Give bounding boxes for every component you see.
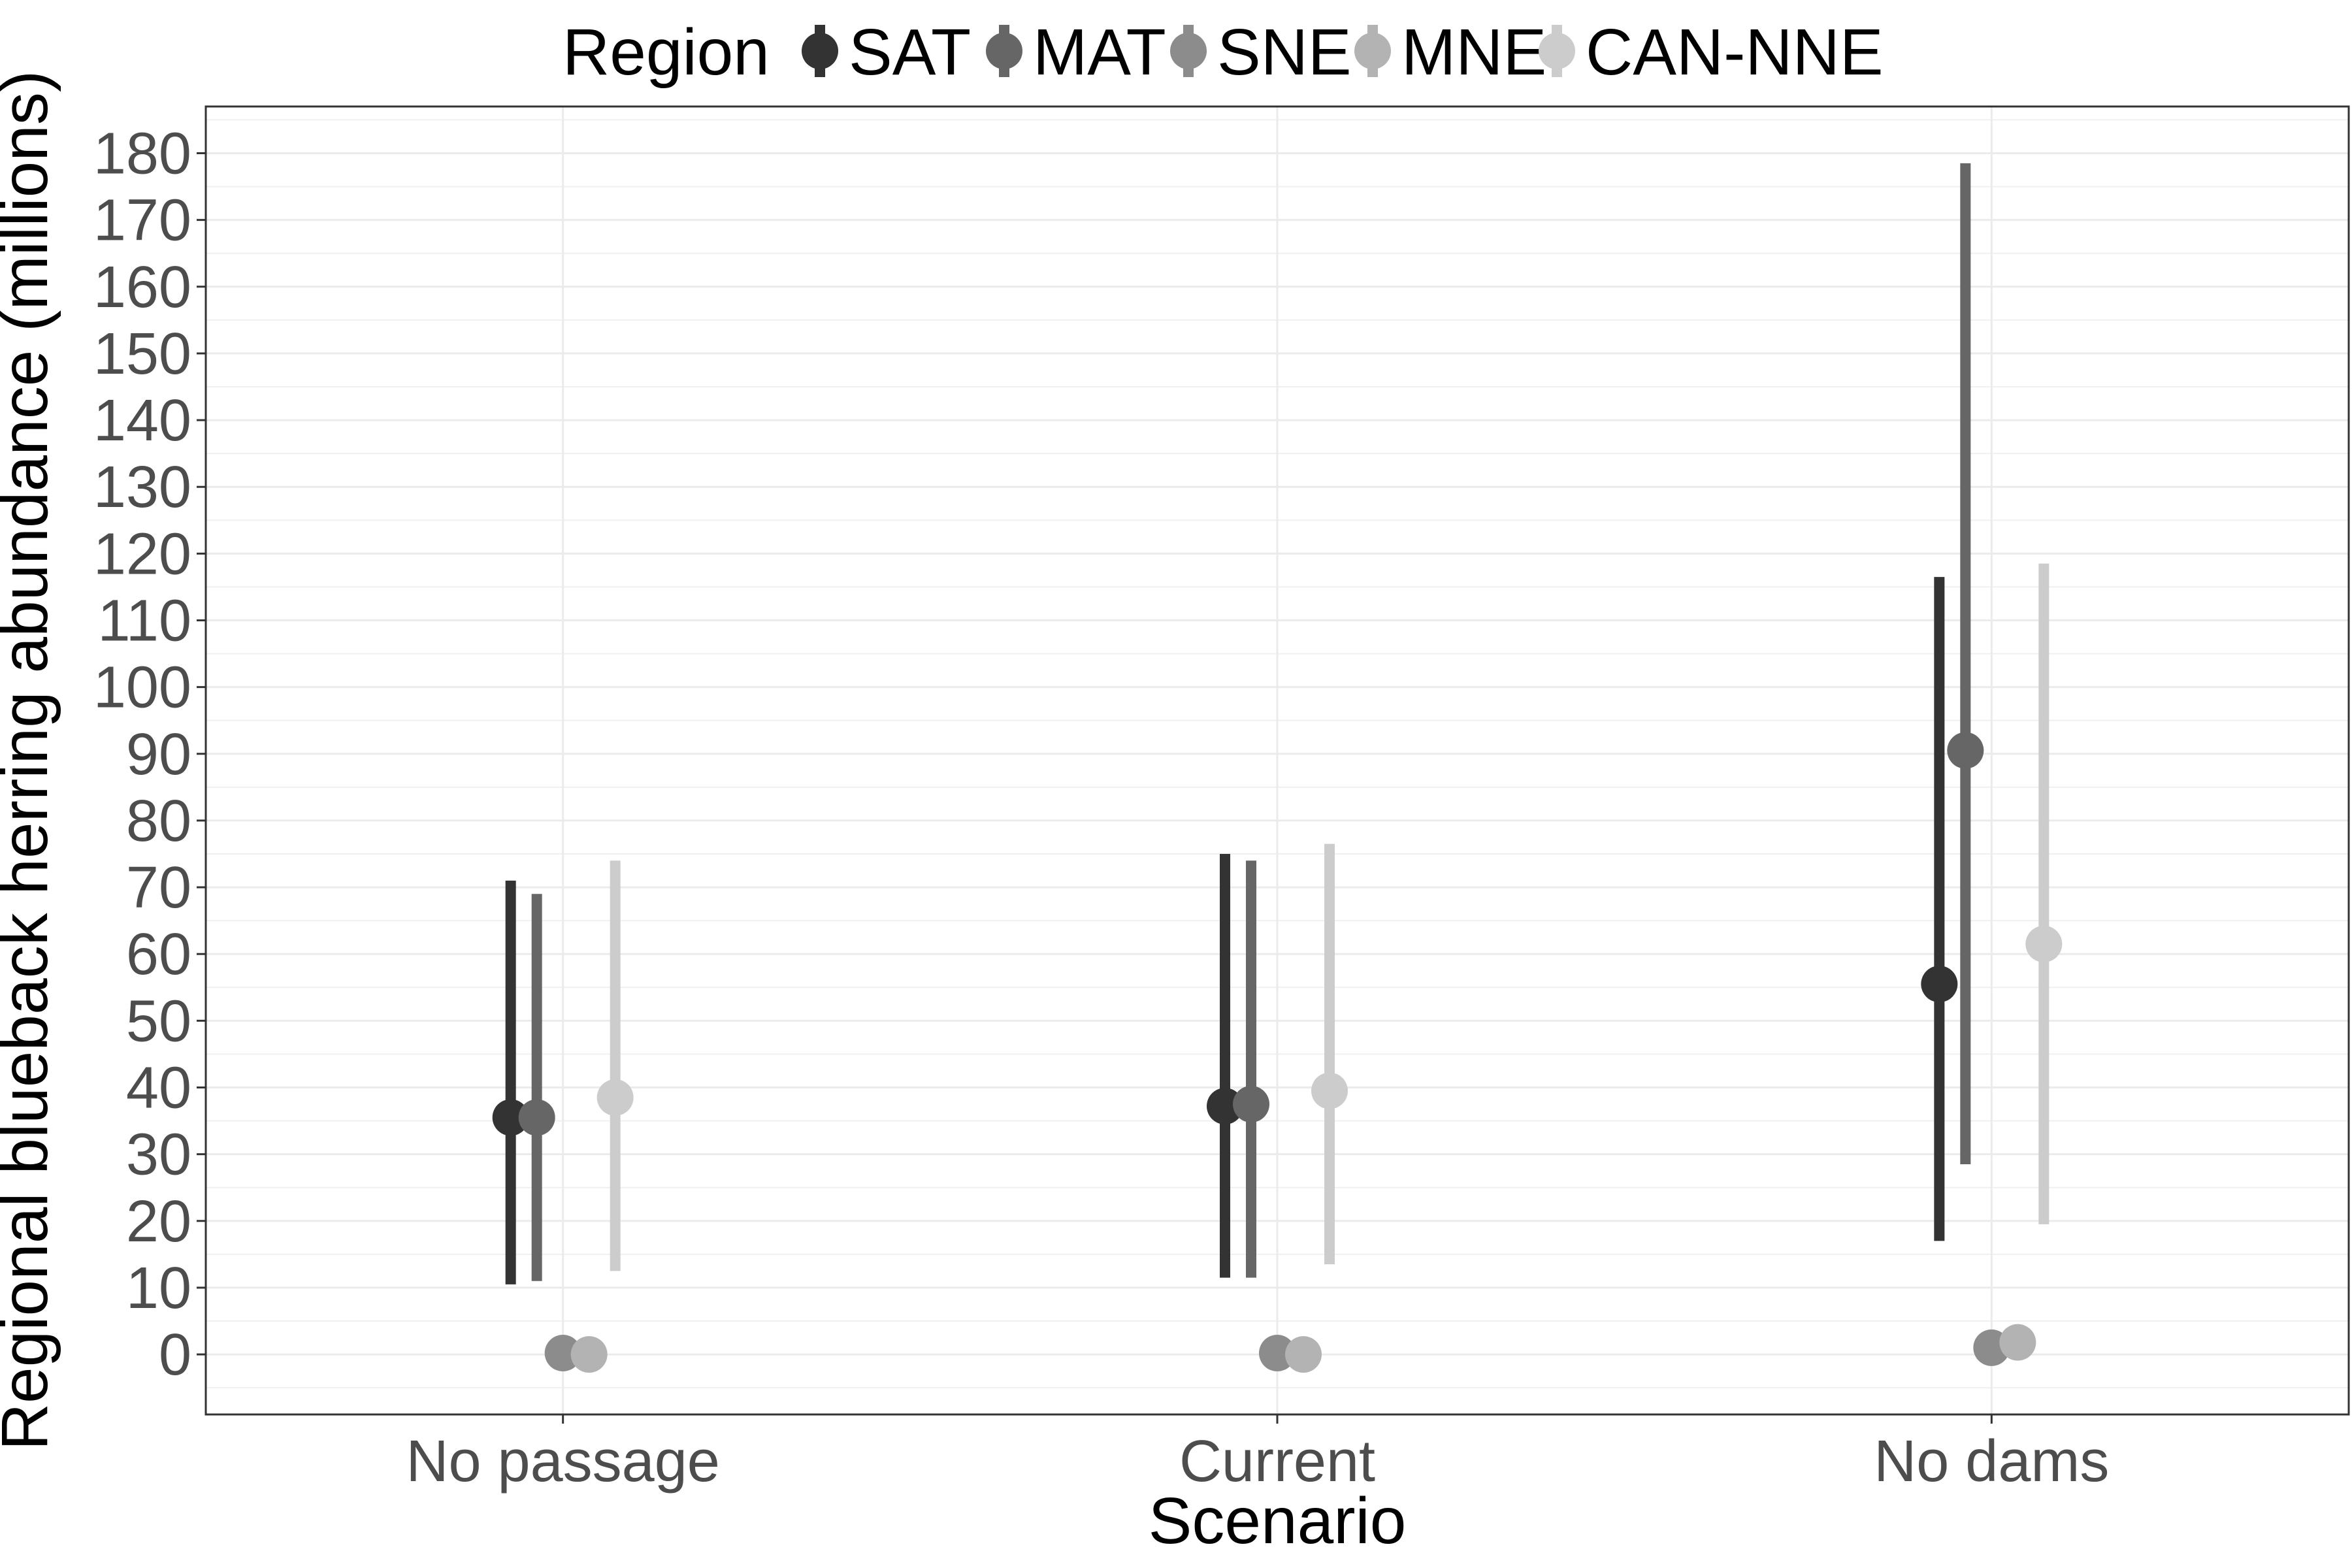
point-mne [1285, 1336, 1322, 1373]
x-tick-label: No passage [406, 1429, 720, 1494]
legend-key-point-can-nne [1539, 33, 1575, 69]
legend-title: Region [563, 16, 770, 89]
y-tick-label: 0 [159, 1322, 191, 1388]
point-sne [1259, 1335, 1296, 1372]
y-tick-label: 60 [126, 922, 191, 987]
legend-label-sat: SAT [849, 16, 971, 89]
y-tick-label: 80 [126, 789, 191, 854]
y-tick-label: 150 [93, 321, 191, 387]
legend-label-mne: MNE [1401, 16, 1546, 89]
legend-key-point-mne [1354, 33, 1391, 69]
y-tick-label: 160 [93, 255, 191, 320]
y-tick-label: 170 [93, 188, 191, 253]
y-tick-label: 10 [126, 1256, 191, 1321]
y-tick-label: 100 [93, 655, 191, 721]
point-mne [570, 1336, 608, 1373]
legend-key-point-mat [986, 33, 1022, 69]
point-can-nne [2025, 925, 2063, 962]
x-tick-label: No dams [1874, 1429, 2109, 1494]
point-mat [1947, 732, 1984, 769]
y-tick-label: 30 [126, 1122, 191, 1188]
y-tick-label: 20 [126, 1189, 191, 1254]
point-can-nne [1311, 1072, 1348, 1109]
legend-label-sne: SNE [1217, 16, 1352, 89]
y-tick-label: 110 [98, 589, 191, 654]
y-tick-label: 70 [126, 855, 191, 921]
point-can-nne [596, 1079, 634, 1116]
data-marks [492, 163, 2063, 1373]
point-mne [1999, 1324, 2036, 1361]
point-sat [1207, 1088, 1243, 1125]
y-tick-label: 40 [126, 1056, 191, 1121]
legend-label-can-nne: CAN-NNE [1586, 16, 1884, 89]
legend-label-mat: MAT [1033, 16, 1166, 89]
x-axis: No passage Current No dams [406, 1414, 2109, 1494]
y-tick-label: 130 [93, 455, 191, 520]
legend-key-point-sat [802, 33, 838, 69]
legend: Region SAT MAT SNE MNE CAN-NNE [563, 16, 1884, 89]
legend-items: SAT MAT SNE MNE CAN-NNE [802, 16, 1884, 89]
y-axis-title: Regional blueback herring abundance (mil… [0, 71, 61, 1450]
y-tick-label: 90 [126, 722, 191, 787]
y-tick-label: 180 [93, 122, 191, 187]
legend-key-point-sne [1170, 33, 1207, 69]
x-axis-title: Scenario [1149, 1484, 1407, 1558]
point-mat [1233, 1086, 1269, 1123]
plot-panel [204, 105, 2350, 1416]
point-sat [492, 1099, 529, 1136]
y-axis: 0102030405060708090100110120130140150160… [93, 122, 206, 1388]
point-mat [518, 1099, 555, 1136]
point-sne [544, 1335, 581, 1372]
x-tick-label: Current [1179, 1429, 1375, 1494]
y-tick-label: 120 [93, 521, 191, 587]
point-sat [1921, 966, 1958, 1003]
y-tick-label: 50 [126, 988, 191, 1054]
y-tick-label: 140 [93, 388, 191, 453]
